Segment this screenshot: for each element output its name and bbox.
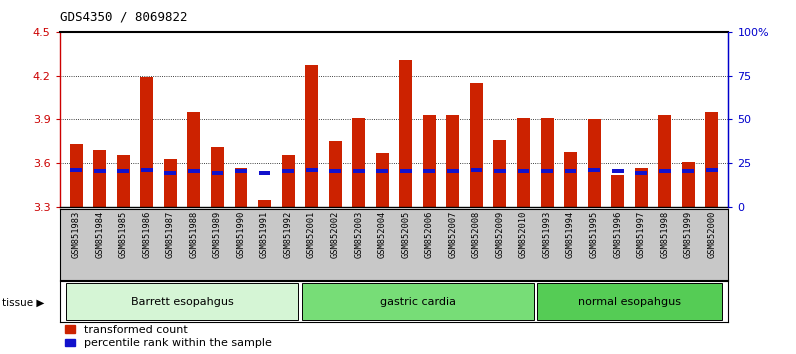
Text: GSM851999: GSM851999 [684,211,693,258]
Text: GSM851992: GSM851992 [283,211,293,258]
Text: GSM852001: GSM852001 [307,211,316,258]
Bar [117,154,130,207]
Bar [165,171,176,175]
Bar [612,169,623,173]
Text: GSM852010: GSM852010 [519,211,528,258]
Bar [447,115,459,207]
Bar [400,169,412,173]
Bar [517,169,529,173]
Bar [705,112,718,207]
Legend: transformed count, percentile rank within the sample: transformed count, percentile rank withi… [65,325,272,348]
Bar [164,159,177,207]
Bar [70,168,82,172]
Bar [494,169,505,173]
Bar [635,171,647,175]
Bar [564,152,577,207]
Bar [588,168,600,172]
Bar [141,168,153,172]
Bar [283,169,294,173]
Bar [376,153,388,207]
Bar [66,284,298,320]
Text: GSM852002: GSM852002 [330,211,340,258]
Bar [140,77,154,207]
Bar [682,162,695,207]
Text: GSM851988: GSM851988 [189,211,198,258]
Text: Barrett esopahgus: Barrett esopahgus [131,297,233,307]
Bar [541,169,553,173]
Bar [634,168,648,207]
Text: GSM851996: GSM851996 [613,211,622,258]
Bar [302,284,533,320]
Bar [352,118,365,207]
Text: GDS4350 / 8069822: GDS4350 / 8069822 [60,11,187,24]
Text: GSM851994: GSM851994 [566,211,575,258]
Bar [494,140,506,207]
Bar [423,115,436,207]
Text: GSM851989: GSM851989 [213,211,222,258]
Bar [537,284,722,320]
Text: GSM852006: GSM852006 [425,211,434,258]
Text: GSM851987: GSM851987 [166,211,175,258]
Text: GSM852000: GSM852000 [708,211,716,258]
Bar [306,168,318,172]
Bar [117,169,129,173]
Bar [187,112,201,207]
Text: GSM851985: GSM851985 [119,211,128,258]
Bar [540,118,553,207]
Text: GSM851990: GSM851990 [236,211,245,258]
Text: GSM851993: GSM851993 [543,211,552,258]
Bar [258,200,271,207]
Bar [282,154,295,207]
Bar [682,169,694,173]
Text: GSM852008: GSM852008 [472,211,481,258]
Bar [470,83,483,207]
Bar [659,169,671,173]
Text: GSM852007: GSM852007 [448,211,458,258]
Text: GSM852003: GSM852003 [354,211,363,258]
Bar [564,169,576,173]
Bar [188,169,200,173]
Text: GSM851998: GSM851998 [660,211,669,258]
Text: GSM852009: GSM852009 [495,211,505,258]
Bar [235,169,247,173]
Bar [305,65,318,207]
Text: tissue ▶: tissue ▶ [2,298,44,308]
Text: GSM851984: GSM851984 [96,211,104,258]
Bar [235,168,248,207]
Text: GSM851986: GSM851986 [142,211,151,258]
Bar [587,119,601,207]
Bar [212,171,224,175]
Bar [70,144,83,207]
Text: normal esopahgus: normal esopahgus [578,297,681,307]
Text: GSM851997: GSM851997 [637,211,646,258]
Text: GSM851995: GSM851995 [590,211,599,258]
Bar [517,118,530,207]
Bar [329,141,341,207]
Text: GSM852004: GSM852004 [378,211,387,258]
Text: gastric cardia: gastric cardia [380,297,455,307]
Bar [93,150,106,207]
Bar [259,171,271,175]
Bar [470,168,482,172]
Bar [423,169,435,173]
Bar [330,169,341,173]
Bar [353,169,365,173]
Bar [611,175,624,207]
Bar [658,115,671,207]
Bar [94,169,106,173]
Bar [706,168,718,172]
Text: GSM851983: GSM851983 [72,211,80,258]
Bar [400,59,412,207]
Text: GSM851991: GSM851991 [260,211,269,258]
Text: GSM852005: GSM852005 [401,211,410,258]
Bar [211,147,224,207]
Bar [447,169,458,173]
Bar [377,169,388,173]
